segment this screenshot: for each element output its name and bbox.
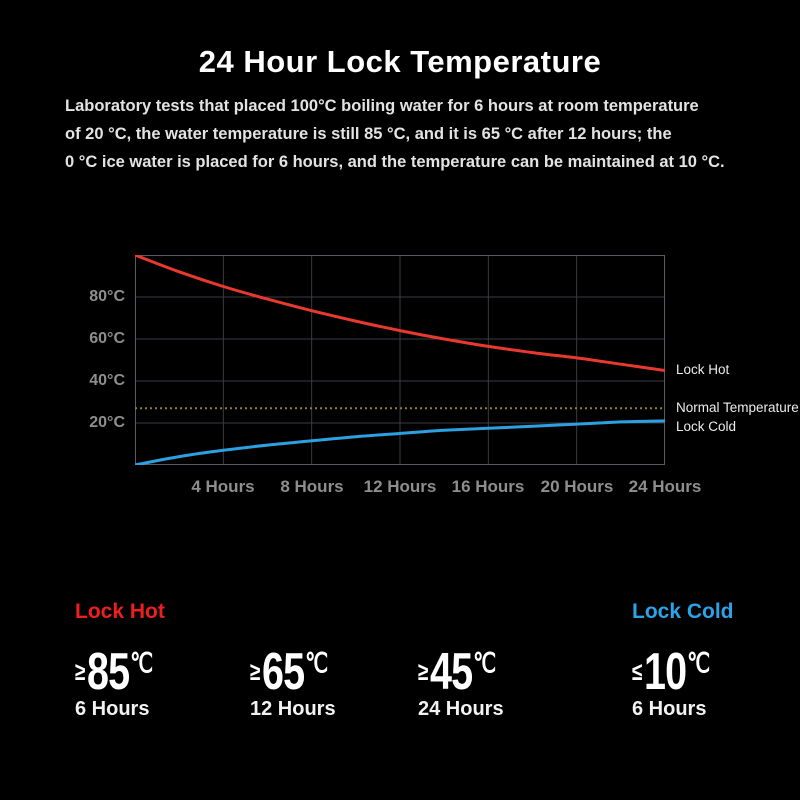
xtick-8h: 8 Hours [280, 477, 344, 496]
description-line-2: of 20 °C, the water temperature is still… [65, 125, 672, 143]
plot-border [135, 255, 665, 465]
xtick-16h: 16 Hours [451, 477, 525, 496]
temperature-chart: 80°C 60°C 40°C 20°C 4 Hours 8 Hours 12 H… [89, 255, 799, 496]
stat-cold-6h: Lock Cold ≤10℃ 6 Hours [632, 600, 735, 721]
description-line-1: Laboratory tests that placed 100°C boili… [65, 97, 699, 115]
stat-number: 10 [643, 643, 687, 701]
stat-hot-6h: Lock Hot ≥85℃ 6 Hours [75, 600, 178, 721]
stat-hot-12h: ≥65℃ 12 Hours [250, 600, 353, 721]
stat-number: 85 [86, 643, 130, 701]
stat-number: 65 [261, 643, 305, 701]
lock-hot-label: Lock Hot [75, 600, 165, 623]
celsius-unit: ℃ [305, 648, 329, 678]
stat-duration: 12 Hours [250, 698, 336, 720]
chart-label-lock-cold: Lock Cold [676, 418, 737, 434]
chart-plot-area [135, 255, 665, 465]
stat-hot-24h: ≥45℃ 24 Hours [418, 600, 521, 721]
xtick-24h: 24 Hours [628, 477, 702, 496]
series-line-lock-hot [135, 255, 665, 372]
stat-value-hot-12h: ≥65℃ [250, 638, 329, 698]
celsius-unit: ℃ [130, 648, 154, 678]
stat-value-cold-6h: ≤10℃ [632, 638, 711, 698]
gte-icon: ≥ [418, 658, 429, 686]
xtick-20h: 20 Hours [540, 477, 614, 496]
series-line-lock-cold [135, 419, 665, 465]
ytick-80: 80°C [89, 288, 125, 305]
stat-number: 45 [429, 643, 473, 701]
stat-duration: 6 Hours [75, 698, 150, 720]
stats-section: Lock Hot ≥85℃ 6 Hours ≥65℃ 12 Hours ≥45℃… [0, 600, 800, 750]
xtick-4h: 4 Hours [191, 477, 255, 496]
chart-label-normal: Normal Temperature [676, 400, 799, 416]
gte-icon: ≥ [75, 658, 86, 686]
stat-value-hot-6h: ≥85℃ [75, 638, 154, 698]
celsius-unit: ℃ [687, 648, 711, 678]
stat-duration: 24 Hours [418, 698, 504, 720]
description-line-3: 0 °C ice water is placed for 6 hours, an… [65, 153, 725, 171]
lte-icon: ≤ [632, 658, 643, 686]
ytick-20: 20°C [89, 414, 125, 431]
label-spacer [418, 600, 521, 626]
chart-label-lock-hot: Lock Hot [676, 361, 730, 377]
ytick-60: 60°C [89, 330, 125, 347]
celsius-unit: ℃ [473, 648, 497, 678]
stat-duration: 6 Hours [632, 698, 707, 720]
stat-value-hot-24h: ≥45℃ [418, 638, 497, 698]
description: Laboratory tests that placed 100°C boili… [65, 92, 745, 176]
page-title: 24 Hour Lock Temperature [198, 44, 602, 79]
label-spacer [250, 600, 353, 626]
xtick-12h: 12 Hours [363, 477, 437, 496]
ytick-40: 40°C [89, 372, 125, 389]
gte-icon: ≥ [250, 658, 261, 686]
lock-cold-label: Lock Cold [632, 600, 734, 623]
